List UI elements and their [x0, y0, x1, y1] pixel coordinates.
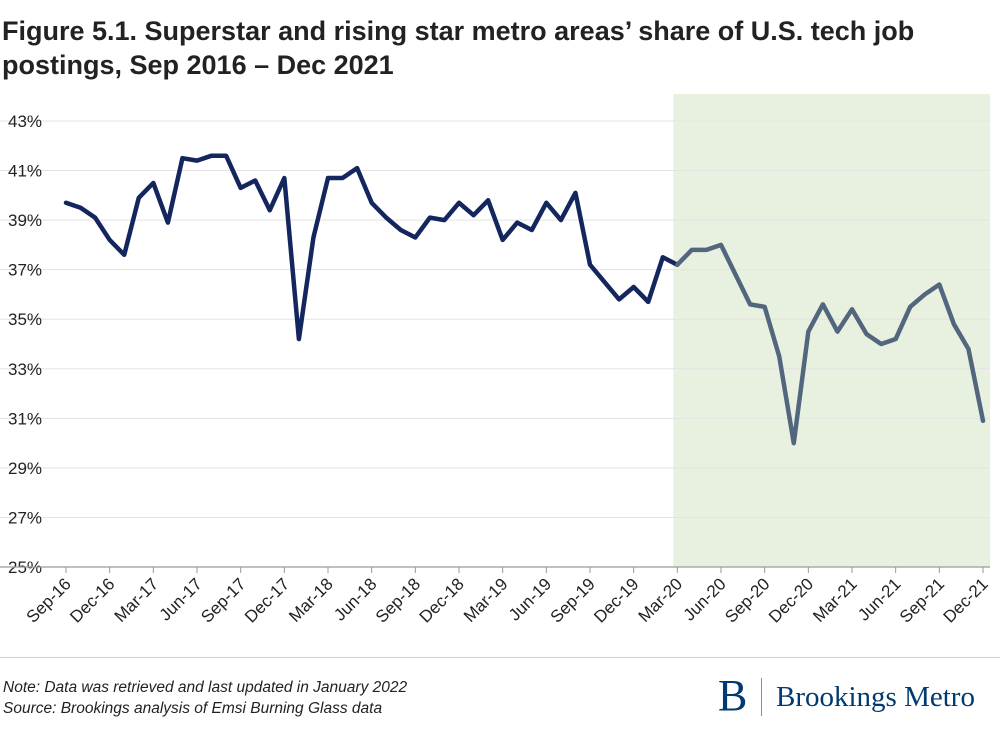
y-tick-label: 29% [8, 459, 42, 478]
x-tick-label: Dec-17 [241, 574, 293, 626]
y-tick-label: 33% [8, 360, 42, 379]
x-tick-label: Mar-20 [635, 574, 687, 626]
y-tick-label: 39% [8, 211, 42, 230]
x-tick-label: Dec-18 [416, 574, 468, 626]
series-line-pandemic [675, 242, 986, 446]
source-text: Source: Brookings analysis of Emsi Burni… [3, 700, 383, 717]
brand-mark: B [718, 671, 748, 720]
series-line-pre-pandemic [63, 153, 680, 342]
y-tick-label: 27% [8, 508, 42, 527]
brand-name: Brookings Metro [776, 681, 975, 713]
y-tick-label: 31% [8, 409, 42, 428]
x-tick-label: Sep-19 [547, 574, 599, 626]
x-tick-label: Dec-21 [940, 574, 992, 626]
chart-title: Figure 5.1. Superstar and rising star me… [2, 16, 915, 80]
x-tick-label: Sep-17 [197, 574, 249, 626]
x-tick-label: Mar-17 [111, 574, 163, 626]
x-tick-label: Sep-21 [896, 574, 948, 626]
y-tick-label: 35% [8, 310, 42, 329]
x-tick-label: Dec-19 [590, 574, 642, 626]
brand-divider [761, 678, 762, 716]
x-tick-label: Dec-20 [765, 574, 817, 626]
brookings-metro-logo: B Brookings Metro [718, 672, 1000, 720]
note-text: Note: Data was retrieved and last update… [3, 679, 408, 696]
x-tick-label: Mar-21 [809, 574, 861, 626]
x-tick-label: Sep-18 [372, 574, 424, 626]
x-tick-label: Jun-20 [680, 574, 730, 624]
footnotes: Note: Data was retrieved and last update… [3, 677, 407, 719]
x-tick-label: Mar-19 [460, 574, 512, 626]
x-tick-label: Jun-21 [854, 574, 904, 624]
y-tick-label: 41% [8, 162, 42, 181]
y-axis-ticks: 25%27%29%31%33%35%37%39%41%43% [8, 112, 42, 577]
line-chart: 25%27%29%31%33%35%37%39%41%43% Sep-16Dec… [0, 94, 992, 627]
x-tick-label: Sep-16 [23, 574, 75, 626]
x-tick-label: Dec-16 [66, 574, 118, 626]
x-tick-label: Mar-18 [285, 574, 337, 626]
highlight-region [673, 94, 990, 567]
covid-period-highlight [673, 94, 990, 567]
y-tick-label: 43% [8, 112, 42, 131]
y-tick-label: 37% [8, 261, 42, 280]
series-lines [63, 153, 986, 446]
footer-divider [0, 657, 1000, 658]
x-axis-ticks: Sep-16Dec-16Mar-17Jun-17Sep-17Dec-17Mar-… [23, 567, 992, 627]
x-tick-label: Jun-17 [156, 574, 206, 624]
x-tick-label: Jun-18 [330, 574, 380, 624]
x-tick-label: Sep-20 [721, 574, 773, 626]
x-tick-label: Jun-19 [505, 574, 555, 624]
